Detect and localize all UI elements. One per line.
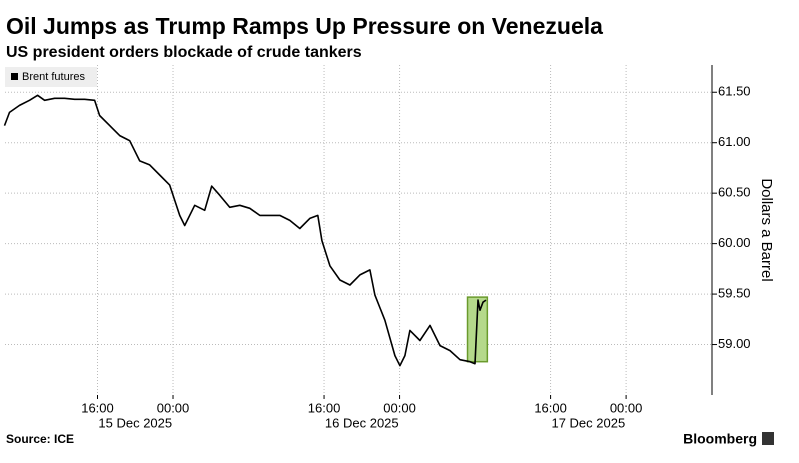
x-tick-label: 00:00 [383, 400, 416, 415]
highlight-box [466, 296, 489, 363]
x-tick-label: 00:00 [157, 400, 190, 415]
date-label: 16 Dec 2025 [325, 415, 399, 430]
x-tick-label: 16:00 [308, 400, 341, 415]
legend-label: Brent futures [22, 71, 85, 83]
y-tick-label: 61.00 [718, 134, 751, 149]
y-tick-label: 61.50 [718, 84, 751, 99]
y-axis-label: Dollars a Barrel [758, 178, 775, 281]
x-tick-label: 16:00 [534, 400, 567, 415]
y-tick-label: 60.00 [718, 235, 751, 250]
line [3, 94, 487, 367]
date-label: 17 Dec 2025 [551, 415, 625, 430]
y-tick-label: 59.50 [718, 286, 751, 301]
x-tick-label: 00:00 [610, 400, 643, 415]
y-tick-label: 59.00 [718, 336, 751, 351]
brand: Bloomberg [683, 431, 757, 447]
legend-swatch [11, 73, 18, 80]
source: Source: ICE [6, 432, 74, 446]
date-label: 15 Dec 2025 [98, 415, 172, 430]
x-tick-label: 16:00 [81, 400, 114, 415]
brand-icon [762, 432, 774, 445]
chart-subtitle: US president orders blockade of crude ta… [6, 44, 362, 61]
y-tick-label: 60.50 [718, 185, 751, 200]
legend-box [5, 67, 97, 87]
chart-title: Oil Jumps as Trump Ramps Up Pressure on … [6, 13, 603, 39]
